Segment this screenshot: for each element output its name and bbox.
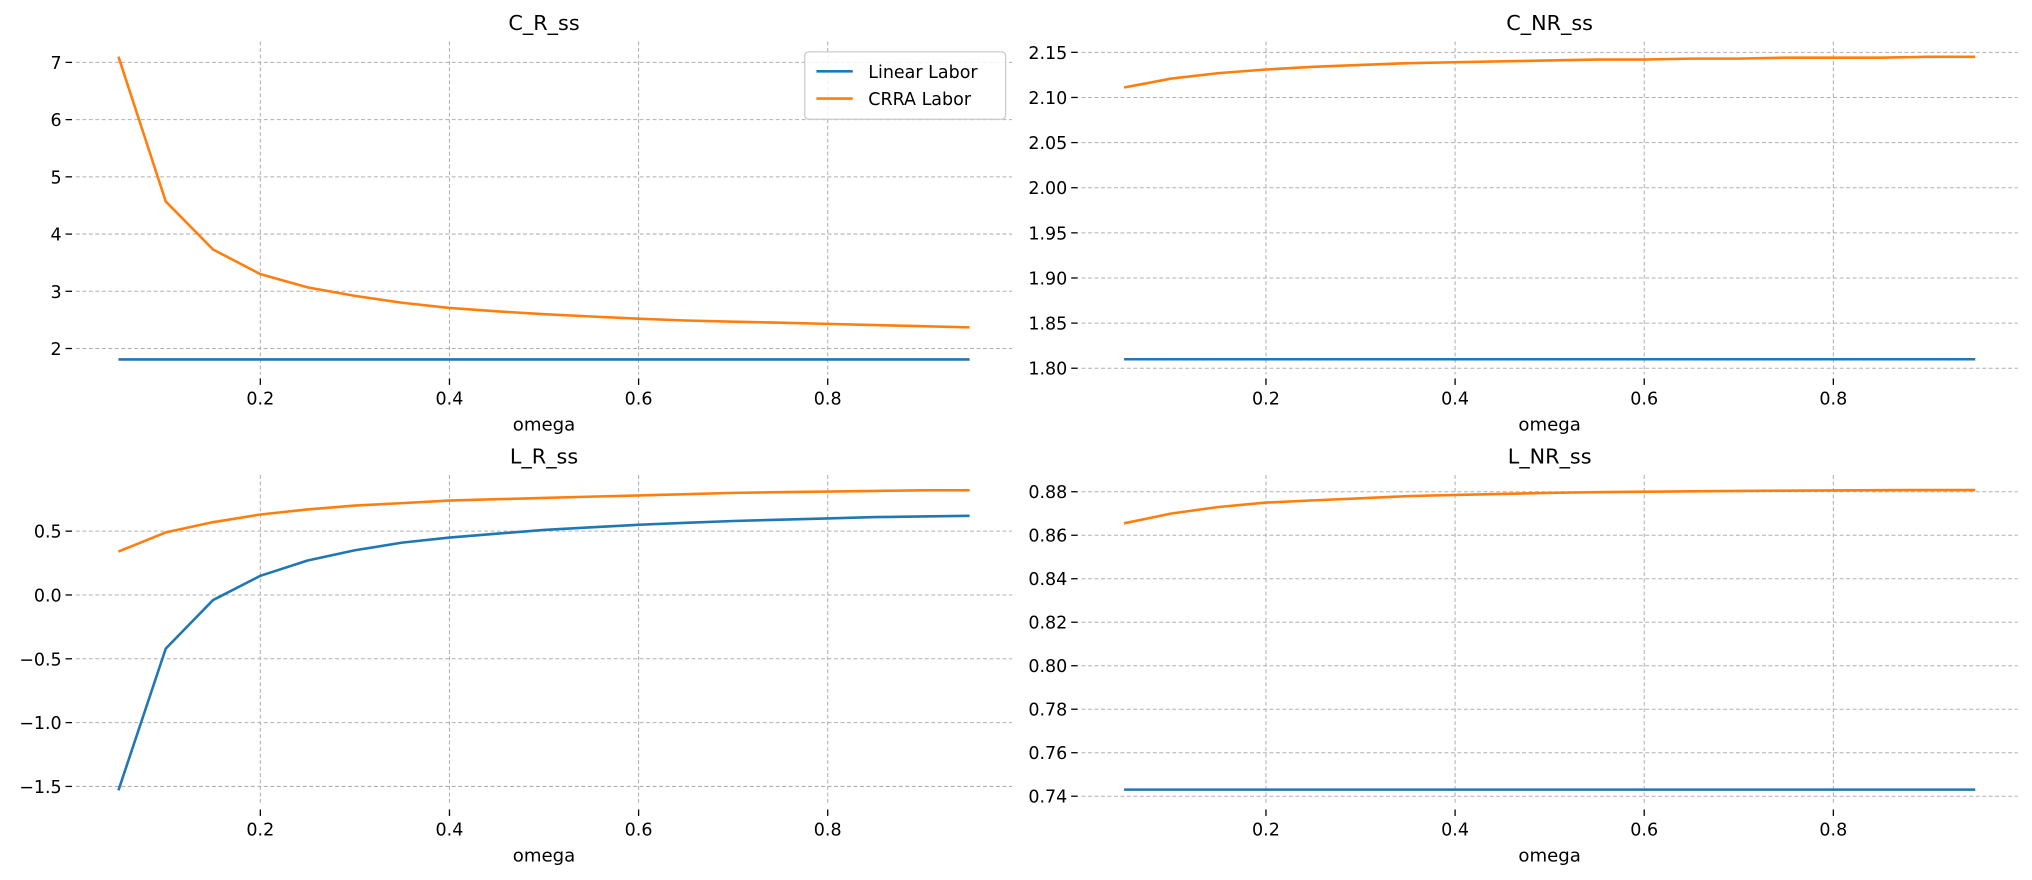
x-tick-label: 0.8 [1819,820,1847,840]
y-tick-label: 0.78 [1028,701,1067,721]
subplot-l-r-ss: 0.2 0.4 0.6 0.8 −1.5 −1.0 −0.5 0.0 0.5 L_R_ssomeg… [19,444,1013,866]
subplot-title: L_NR_ss [1508,444,1592,469]
series-line-crra-labor [1123,55,1976,89]
x-tick-label: 0.8 [814,820,842,840]
subplot-title: L_R_ss [510,444,578,469]
x-tick-label: 0.6 [625,820,653,840]
y-tick-label: 1.90 [1028,269,1067,289]
y-tick-label: 3 [51,283,62,303]
x-axis-label: omega [1518,414,1581,435]
subplot-c-nr-ss: 0.2 0.4 0.6 0.8 1.80 1.85 1.90 1.95 2.00 2.05 2.10… [1028,11,2018,435]
series-line-crra-labor [117,488,970,553]
series-line-linear-labor [117,514,970,791]
x-tick-label: 0.2 [246,820,274,840]
y-tick-label: 4 [51,226,62,246]
y-tick-label: 1.85 [1028,315,1067,335]
series-line-crra-labor [1123,488,1976,525]
y-tick-label: 7 [51,54,62,74]
y-tick-label: 0.74 [1028,788,1067,808]
y-tick-label: −0.5 [19,650,61,670]
legend: Linear Labor CRRA Labor [804,51,1007,120]
legend-box [804,51,1007,120]
y-tick-label: 0.84 [1028,570,1067,590]
y-tick-label: 5 [51,168,62,188]
x-axis-label: omega [513,845,576,866]
x-tick-label: 0.8 [1819,389,1847,409]
subplot-title: C_NR_ss [1506,11,1593,36]
y-tick-label: 2.05 [1028,134,1067,154]
y-tick-label: −1.0 [19,714,61,734]
x-tick-label: 0.4 [436,389,464,409]
x-tick-label: 0.4 [1441,820,1469,840]
x-tick-label: 0.6 [1630,820,1658,840]
y-tick-label: 0.0 [34,586,62,606]
y-tick-label: 0.88 [1028,483,1067,503]
x-tick-label: 0.8 [814,389,842,409]
y-tick-label: 0.76 [1028,744,1067,764]
y-tick-label: 0.82 [1028,614,1067,634]
y-tick-label: 1.95 [1028,224,1067,244]
y-tick-label: −1.5 [19,778,61,798]
y-tick-label: 0.5 [34,523,62,543]
y-tick-label: 2 [51,340,62,360]
x-tick-label: 0.4 [1441,389,1469,409]
x-axis-label: omega [513,414,576,435]
y-tick-label: 2.15 [1028,44,1067,64]
x-tick-label: 0.6 [1630,389,1658,409]
subplot-title: C_R_ss [508,11,579,36]
x-tick-label: 0.4 [436,820,464,840]
y-tick-label: 2.00 [1028,179,1067,199]
y-tick-label: 6 [51,111,62,131]
x-tick-label: 0.6 [625,389,653,409]
legend-label: CRRA Labor [868,90,972,110]
legend-label: Linear Labor [868,63,978,83]
series-line-crra-labor [117,56,970,329]
y-tick-label: 0.80 [1028,657,1067,677]
y-tick-label: 0.86 [1028,527,1067,547]
y-tick-label: 2.10 [1028,89,1067,109]
x-axis-label: omega [1518,845,1581,866]
x-tick-label: 0.2 [1252,389,1280,409]
y-tick-label: 1.80 [1028,360,1067,380]
x-tick-label: 0.2 [1252,820,1280,840]
x-tick-label: 0.2 [246,389,274,409]
subplot-l-nr-ss: 0.2 0.4 0.6 0.8 0.74 0.76 0.78 0.80 0.82 0.84 0.86… [1028,444,2018,866]
